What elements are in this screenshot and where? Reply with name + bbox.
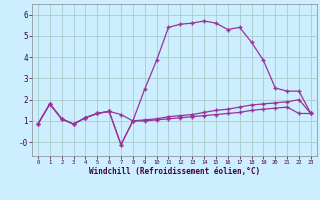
X-axis label: Windchill (Refroidissement éolien,°C): Windchill (Refroidissement éolien,°C) <box>89 167 260 176</box>
